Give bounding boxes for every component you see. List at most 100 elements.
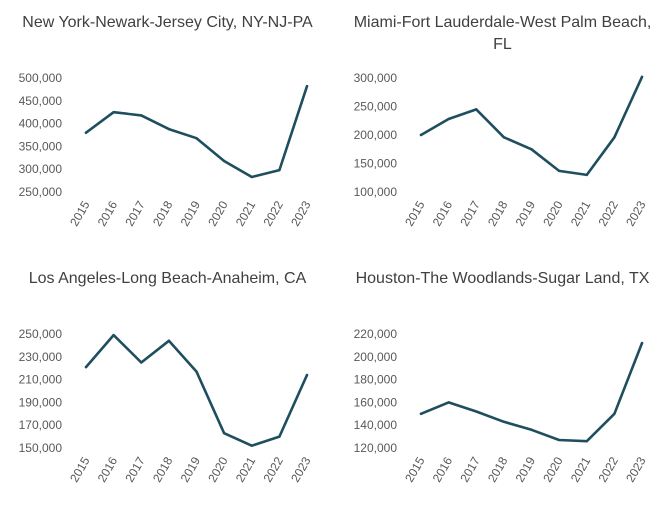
y-tick-label: 150,000 — [19, 441, 63, 455]
data-point — [278, 168, 281, 172]
x-tick-label: 2017 — [457, 198, 483, 228]
x-tick-label: 2019 — [178, 454, 204, 484]
x-tick-label: 2016 — [95, 198, 121, 228]
y-tick-label: 230,000 — [19, 350, 63, 364]
y-tick-label: 400,000 — [19, 117, 63, 131]
x-tick-label: 2016 — [95, 454, 121, 484]
y-tick-label: 500,000 — [19, 71, 63, 85]
y-tick-label: 300,000 — [354, 71, 398, 85]
data-point — [84, 365, 88, 369]
x-tick-label: 2023 — [623, 198, 649, 228]
x-tick-label: 2018 — [485, 454, 511, 484]
x-tick-label: 2015 — [402, 454, 428, 484]
x-tick-label: 2016 — [430, 454, 456, 484]
data-point — [250, 444, 253, 447]
data-point — [84, 131, 88, 134]
x-tick-label: 2019 — [178, 198, 204, 228]
x-tick-label: 2019 — [513, 198, 539, 228]
data-point — [447, 401, 450, 404]
x-tick-label: 2016 — [430, 198, 456, 228]
x-tick-label: 2020 — [540, 454, 566, 484]
data-point — [250, 175, 253, 179]
data-point — [447, 117, 450, 121]
y-tick-label: 160,000 — [354, 395, 398, 409]
chart-title: Miami-Fort Lauderdale-West Palm Beach, F… — [353, 14, 652, 53]
series-line — [84, 333, 309, 447]
data-point — [557, 438, 561, 442]
x-tick-label: 2018 — [150, 454, 176, 484]
chart-title: Los Angeles-Long Beach-Anaheim, CA — [28, 270, 307, 287]
x-tick-label: 2021 — [233, 454, 259, 484]
x-tick-label: 2018 — [485, 198, 511, 228]
chart-panel-los-angeles: Los Angeles-Long Beach-Anaheim, CA 150,0… — [0, 256, 335, 512]
data-point — [585, 173, 588, 177]
data-point — [530, 428, 533, 431]
y-tick-label: 170,000 — [19, 418, 63, 432]
x-tick-label: 2015 — [67, 454, 93, 484]
data-point — [475, 410, 478, 413]
chart-title: New York-Newark-Jersey City, NY-NJ-PA — [22, 14, 313, 31]
x-tick-label: 2015 — [402, 198, 428, 228]
data-point — [585, 439, 588, 443]
x-tick-label: 2021 — [568, 198, 594, 228]
data-point — [222, 431, 226, 435]
line-chart-houston: 120,000 140,000 160,000 180,000 200,000 220,0… — [354, 327, 649, 485]
y-tick-label: 450,000 — [19, 94, 63, 108]
y-tick-label: 300,000 — [19, 162, 63, 176]
data-point — [502, 136, 506, 139]
x-tick-label: 2022 — [595, 454, 621, 484]
data-point — [640, 341, 644, 345]
line-chart-los-angeles: 150,000 170,000 190,000 210,000 230,000 250,0… — [19, 327, 314, 485]
y-tick-label: 250,000 — [354, 100, 398, 114]
x-tick-label: 2018 — [150, 198, 176, 228]
data-point — [530, 148, 533, 151]
data-point — [502, 420, 506, 423]
x-tick-label: 2022 — [260, 454, 286, 484]
series-line — [419, 75, 644, 177]
data-point — [140, 114, 143, 117]
y-tick-label: 140,000 — [354, 418, 398, 432]
data-point — [557, 169, 561, 173]
data-point — [112, 333, 115, 337]
y-tick-label: 150,000 — [354, 157, 398, 171]
data-point — [140, 361, 143, 364]
x-tick-label: 2021 — [568, 454, 594, 484]
data-point — [112, 111, 115, 114]
chart-panel-new-york: New York-Newark-Jersey City, NY-NJ-PA 25… — [0, 0, 335, 256]
y-tick-label: 210,000 — [19, 373, 63, 387]
y-tick-label: 200,000 — [354, 128, 398, 142]
chart-panel-houston: Houston-The Woodlands-Sugar Land, TX 120… — [335, 256, 670, 512]
chart-title: Houston-The Woodlands-Sugar Land, TX — [355, 270, 650, 287]
data-point — [613, 412, 616, 415]
x-tick-label: 2022 — [260, 198, 286, 228]
data-point — [167, 127, 171, 131]
data-point — [195, 370, 198, 373]
y-tick-label: 220,000 — [354, 327, 398, 341]
x-tick-label: 2022 — [595, 198, 621, 228]
y-tick-label: 100,000 — [354, 185, 398, 199]
x-tick-label: 2023 — [288, 198, 314, 228]
chart-panel-miami: Miami-Fort Lauderdale-West Palm Beach, F… — [335, 0, 670, 256]
data-point — [640, 75, 644, 79]
series-line — [84, 84, 309, 179]
y-tick-label: 190,000 — [19, 395, 63, 409]
x-tick-label: 2015 — [67, 198, 93, 228]
y-tick-label: 180,000 — [354, 373, 398, 387]
x-tick-label: 2023 — [623, 454, 649, 484]
data-point — [305, 85, 309, 88]
y-tick-label: 120,000 — [354, 441, 398, 455]
x-tick-label: 2019 — [513, 454, 539, 484]
data-point — [305, 373, 309, 377]
x-tick-label: 2017 — [122, 454, 148, 484]
x-tick-label: 2023 — [288, 454, 314, 484]
y-tick-label: 250,000 — [19, 185, 63, 199]
data-point — [167, 339, 171, 343]
line-chart-new-york: 250,000 300,000 350,000 400,000 450,000 500,0… — [19, 71, 314, 229]
data-point — [419, 133, 423, 137]
x-tick-label: 2017 — [457, 454, 483, 484]
x-tick-label: 2021 — [233, 198, 259, 228]
data-point — [475, 108, 478, 111]
data-point — [613, 136, 616, 139]
